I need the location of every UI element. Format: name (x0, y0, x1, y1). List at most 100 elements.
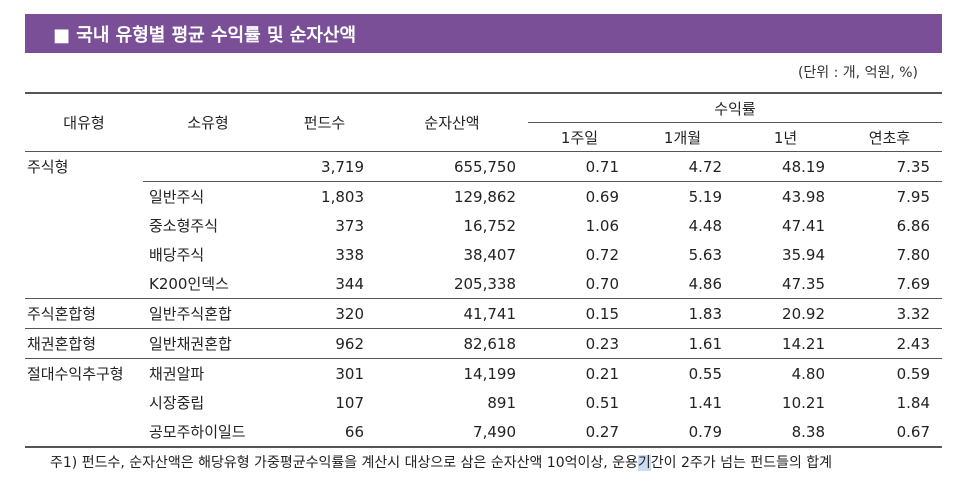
header-minor-type: 소유형 (143, 92, 273, 152)
cell-ytd: 2.43 (837, 328, 942, 359)
cell-1month: 1.61 (631, 328, 734, 359)
cell-minor: 중소형주식 (149, 217, 219, 235)
cell-assets: 38,407 (463, 245, 517, 264)
cell-1week: 0.72 (585, 245, 619, 264)
cell-1year: 4.80 (734, 358, 837, 388)
cell-ytd: 7.35 (896, 157, 930, 176)
cell-funds: 66 (273, 417, 376, 448)
cell-ytd: 0.67 (837, 417, 942, 448)
cell-1month: 1.41 (688, 393, 722, 412)
table-row: 중소형주식 373 16,752 1.06 4.48 47.41 6.86 (25, 211, 942, 240)
cell-1week: 0.70 (585, 274, 619, 293)
header-major-type: 대유형 (25, 92, 143, 152)
cell-1week: 1.06 (585, 216, 619, 235)
cell-assets: 655,750 (453, 157, 516, 176)
cell-1year: 20.92 (734, 298, 837, 329)
table-title-bar: ■ 국내 유형별 평균 수익률 및 순자산액 (25, 14, 942, 53)
cell-funds: 107 (335, 393, 364, 412)
cell-assets: 16,752 (463, 216, 517, 235)
header-1month: 1개월 (631, 122, 734, 152)
cell-ytd: 3.32 (837, 298, 942, 329)
cell-ytd: 7.80 (896, 245, 930, 264)
header-1year: 1년 (734, 122, 837, 152)
table-row: 주식혼합형 일반주식혼합 320 41,741 0.15 1.83 20.92 … (25, 298, 942, 329)
cell-1month: 0.79 (631, 417, 734, 448)
cell-major: 주식형 (27, 158, 69, 177)
cell-major (25, 211, 143, 240)
table-row: 주식형 3,719 655,750 0.71 4.72 48.19 7.35 (25, 152, 942, 182)
table-row: 절대수익추구형 채권알파 301 14,199 0.21 0.55 4.80 0… (25, 358, 942, 388)
cell-major (25, 417, 143, 448)
cell-1month: 5.63 (688, 245, 722, 264)
cell-1year: 48.19 (782, 157, 825, 176)
cell-funds: 3,719 (321, 157, 364, 176)
cell-ytd: 0.59 (837, 358, 942, 388)
footnote: 주1) 펀드수, 순자산액은 해당유형 가중평균수익률을 계산시 대상으로 삼은… (50, 452, 832, 472)
cell-funds: 338 (335, 245, 364, 264)
header-ytd: 연초후 (837, 122, 942, 152)
cell-minor: K200인덱스 (149, 275, 229, 293)
cell-1month: 1.83 (631, 298, 734, 329)
cell-major: 채권혼합형 (25, 328, 143, 359)
cell-1week: 0.23 (528, 328, 631, 359)
cell-minor: 일반채권혼합 (143, 328, 273, 359)
cell-ytd: 7.69 (896, 274, 930, 293)
table-row: 배당주식 338 38,407 0.72 5.63 35.94 7.80 (25, 240, 942, 269)
cell-funds: 373 (335, 216, 364, 235)
table-row: 일반주식 1,803 129,862 0.69 5.19 43.98 7.95 (25, 181, 942, 211)
header-fund-count: 펀드수 (273, 92, 376, 152)
returns-table: 대유형 소유형 펀드수 순자산액 수익률 1주일 1개월 1년 연초후 주식형 … (25, 92, 942, 448)
cell-1year: 47.35 (782, 274, 825, 293)
cell-1year: 10.21 (782, 393, 825, 412)
cell-assets: 82,618 (376, 328, 528, 359)
cell-ytd: 7.95 (837, 181, 942, 211)
cell-1week: 0.69 (528, 181, 631, 211)
cell-1month: 0.55 (631, 358, 734, 388)
cell-1week: 0.51 (585, 393, 619, 412)
header-1week: 1주일 (528, 122, 631, 152)
cell-funds: 301 (273, 358, 376, 388)
cell-funds: 962 (273, 328, 376, 359)
cell-minor (143, 152, 273, 182)
cell-minor: 일반주식 (143, 181, 273, 211)
cell-assets: 891 (487, 393, 516, 412)
unit-note: (단위 : 개, 억원, %) (797, 65, 918, 81)
cell-assets: 7,490 (376, 417, 528, 448)
table-title: ■ 국내 유형별 평균 수익률 및 순자산액 (53, 24, 357, 46)
cell-1month: 4.48 (688, 216, 722, 235)
cell-assets: 205,338 (453, 274, 516, 293)
cell-major: 절대수익추구형 (25, 358, 143, 388)
cell-1week: 0.27 (528, 417, 631, 448)
table-row: 채권혼합형 일반채권혼합 962 82,618 0.23 1.61 14.21 … (25, 328, 942, 359)
footnote-text-end: 간이 2주가 넘는 펀드들의 합계 (650, 455, 833, 471)
cell-funds: 320 (273, 298, 376, 329)
cell-minor: 채권알파 (143, 358, 273, 388)
cell-assets: 129,862 (376, 181, 528, 211)
cell-funds: 1,803 (273, 181, 376, 211)
cell-1week: 0.15 (528, 298, 631, 329)
table-row: 공모주하이일드 66 7,490 0.27 0.79 8.38 0.67 (25, 417, 942, 448)
cell-minor: 배당주식 (149, 246, 205, 264)
cell-major (25, 269, 143, 299)
cell-1year: 8.38 (734, 417, 837, 448)
cell-funds: 344 (335, 274, 364, 293)
cell-assets: 14,199 (376, 358, 528, 388)
cell-assets: 41,741 (376, 298, 528, 329)
cell-minor: 시장중립 (149, 394, 205, 412)
cell-minor: 공모주하이일드 (143, 417, 273, 448)
table-row: K200인덱스 344 205,338 0.70 4.86 47.35 7.69 (25, 269, 942, 299)
header-returns: 수익률 (528, 92, 942, 123)
footnote-highlighted-char: 기 (637, 455, 651, 471)
cell-1year: 43.98 (734, 181, 837, 211)
cell-1year: 35.94 (782, 245, 825, 264)
cell-1year: 47.41 (782, 216, 825, 235)
table-row: 시장중립 107 891 0.51 1.41 10.21 1.84 (25, 388, 942, 417)
cell-1month: 4.86 (688, 274, 722, 293)
cell-1month: 5.19 (631, 181, 734, 211)
cell-1month: 4.72 (688, 157, 722, 176)
cell-major (25, 388, 143, 417)
cell-minor: 일반주식혼합 (143, 298, 273, 329)
cell-major (25, 240, 143, 269)
cell-ytd: 6.86 (896, 216, 930, 235)
cell-1week: 0.71 (585, 157, 619, 176)
